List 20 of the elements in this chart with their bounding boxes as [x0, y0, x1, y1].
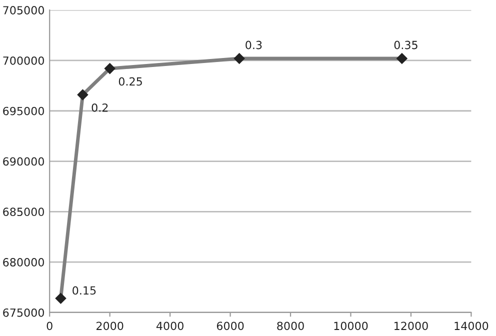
x-tick-label: 0	[46, 322, 52, 330]
x-tick-label: 2000	[96, 322, 124, 330]
x-tick-label: 10000	[334, 322, 368, 330]
annotation: 0.3	[246, 40, 262, 50]
x-tick-label: 14000	[454, 322, 488, 330]
y-tick-label: 675000	[3, 308, 44, 317]
x-tick-label: 8000	[277, 322, 304, 330]
y-tick-label: 690000	[3, 157, 44, 166]
y-tick-label: 680000	[3, 258, 44, 266]
y-tick-label: 695000	[3, 106, 44, 116]
annotation: 0.15	[72, 286, 96, 295]
x-tick-label: 12000	[394, 322, 428, 330]
x-tick-label: 6000	[216, 322, 244, 330]
annotation: 0.2	[92, 103, 108, 112]
annotation: 0.35	[394, 40, 418, 50]
x-tick-label: 4000	[156, 322, 184, 330]
annotation: 0.25	[118, 77, 142, 86]
y-tick-label: 700000	[3, 56, 44, 65]
y-tick-label: 685000	[3, 208, 44, 216]
y-tick-label: 705000	[3, 6, 44, 14]
